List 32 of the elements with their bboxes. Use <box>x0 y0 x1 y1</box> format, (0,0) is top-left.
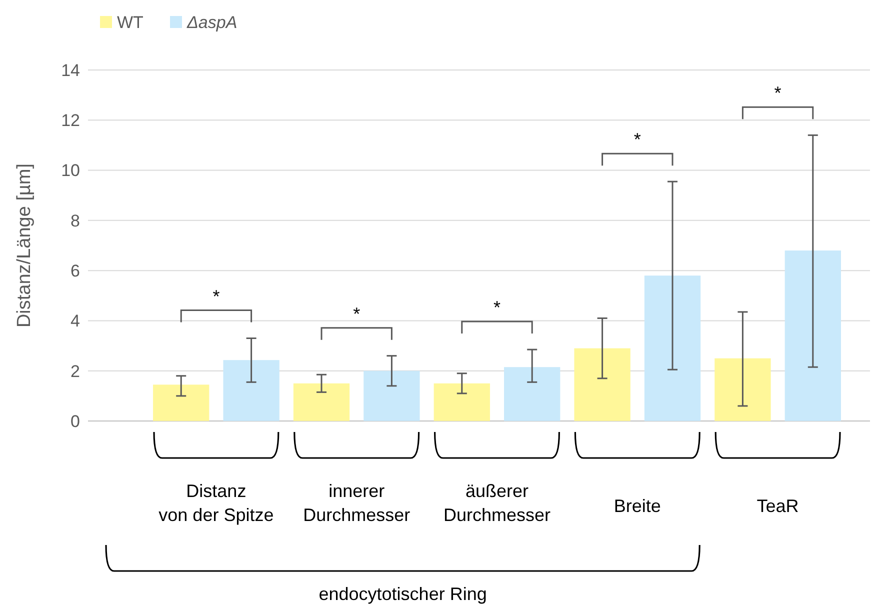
x-tick-label: innerer Durchmesser <box>303 481 410 525</box>
y-tick-label: 10 <box>61 161 80 180</box>
bar <box>434 383 490 421</box>
y-tick-label: 2 <box>70 362 80 381</box>
bar <box>223 360 280 421</box>
y-tick-label: 12 <box>61 111 80 130</box>
annotation: * <box>493 298 501 318</box>
bar <box>504 367 560 421</box>
bar <box>364 370 420 421</box>
x-tick-label: Breite <box>614 496 661 516</box>
x-tick-label: TeaR <box>756 496 799 516</box>
x-tick-label: äußerer Durchmesser <box>443 481 551 525</box>
legend-label: WT <box>117 12 144 32</box>
y-tick-label: 6 <box>70 262 80 281</box>
bar <box>644 276 701 421</box>
y-tick-label: 0 <box>70 412 80 431</box>
annotation: * <box>774 83 782 104</box>
y-tick-label: 14 <box>61 60 80 80</box>
annotation: * <box>353 304 360 324</box>
bar <box>714 358 771 421</box>
bar <box>293 383 350 421</box>
y-tick-label: 8 <box>70 211 80 230</box>
annotation: * <box>212 286 220 306</box>
text: endocytotischer Ring <box>318 584 487 604</box>
bar <box>784 250 841 421</box>
y-axis-title: Distanz/Länge [µm] <box>14 163 35 328</box>
bar <box>574 348 630 421</box>
bar <box>153 384 210 421</box>
x-tick-label: Distanz von der Spitze <box>158 481 274 525</box>
legend-label: ΔaspA <box>186 12 238 32</box>
y-tick-label: 4 <box>70 312 80 331</box>
annotation: * <box>634 130 641 150</box>
